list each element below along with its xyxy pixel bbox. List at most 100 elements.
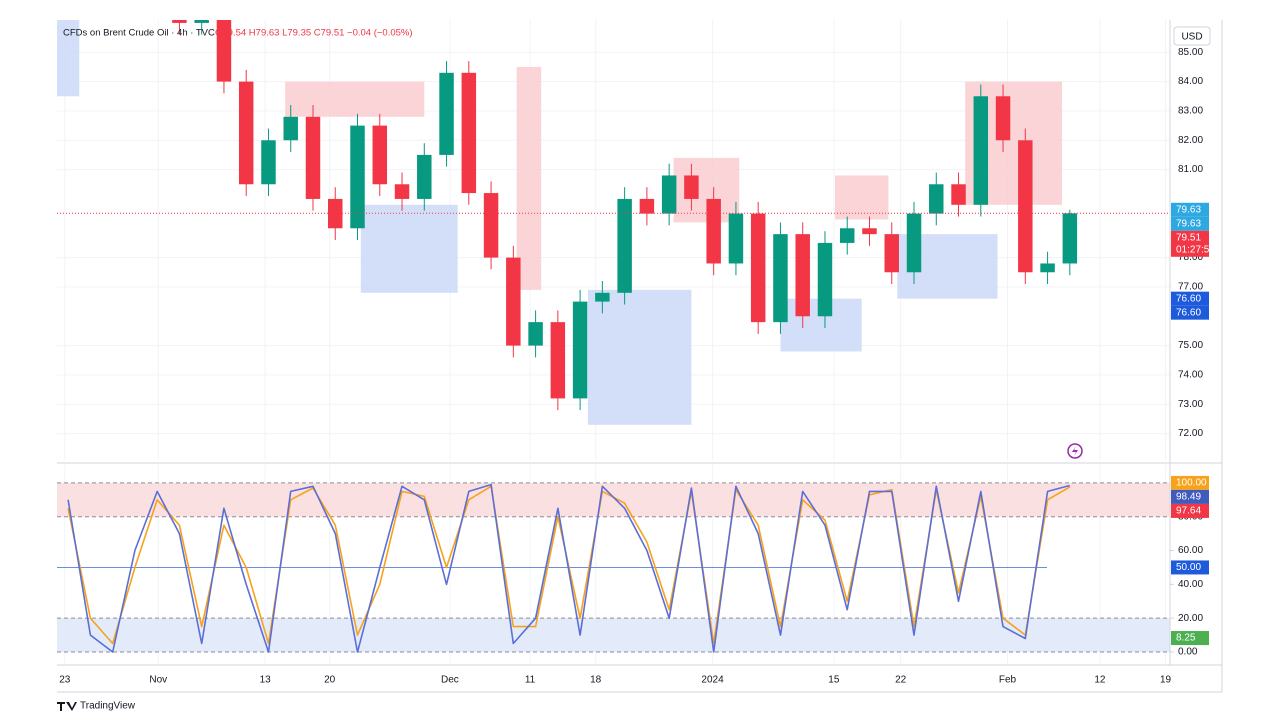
candle-body bbox=[238, 81, 254, 185]
alert-bolt bbox=[1072, 446, 1078, 456]
y-tick-label: 72.00 bbox=[1178, 428, 1203, 439]
candle-body bbox=[929, 184, 944, 214]
y-tick-label: 40.00 bbox=[1178, 579, 1203, 590]
x-tick-label: 11 bbox=[525, 675, 536, 686]
candle-body bbox=[283, 116, 298, 141]
price-badge bbox=[1171, 560, 1209, 575]
y-tick-label: 82.00 bbox=[1178, 135, 1203, 146]
currency-box[interactable] bbox=[1173, 26, 1211, 46]
band bbox=[57, 618, 1170, 652]
candle-body bbox=[773, 234, 788, 323]
candle-body bbox=[728, 213, 744, 264]
x-tick-label: Nov bbox=[149, 675, 167, 686]
price-badge-label: 8.25 bbox=[1176, 633, 1196, 644]
ohlc-info: O79.54 H79.63 L79.35 C79.51 −0.04 (−0.05… bbox=[215, 28, 413, 39]
price-badge bbox=[1171, 216, 1209, 231]
alert-icon[interactable] bbox=[1067, 443, 1083, 459]
candle-body bbox=[951, 184, 966, 205]
candle-body bbox=[973, 96, 989, 205]
x-tick-label: 13 bbox=[260, 675, 272, 686]
price-badge-label: 98.49 bbox=[1176, 492, 1201, 503]
currency: USD bbox=[1181, 32, 1202, 43]
price-badge bbox=[1171, 230, 1209, 257]
candle-body bbox=[750, 213, 766, 323]
zone bbox=[516, 66, 542, 290]
candle-body bbox=[839, 228, 855, 243]
candle-body bbox=[394, 184, 410, 199]
price-badge bbox=[1171, 489, 1209, 504]
zone bbox=[285, 81, 425, 117]
logo bbox=[57, 702, 77, 711]
price-badge bbox=[1171, 291, 1209, 306]
candle-body bbox=[995, 96, 1011, 141]
x-tick-label: 12 bbox=[1094, 675, 1106, 686]
x-tick-label: 18 bbox=[590, 675, 602, 686]
x-tick-label: 20 bbox=[324, 675, 336, 686]
candle-body bbox=[305, 116, 321, 199]
candle-body bbox=[528, 322, 543, 346]
candle-body bbox=[461, 72, 477, 194]
candle-body bbox=[817, 242, 833, 317]
x-tick-label: 23 bbox=[59, 675, 71, 686]
y-tick-label: 78.00 bbox=[1178, 252, 1203, 263]
candle-body bbox=[706, 198, 721, 264]
zone bbox=[360, 204, 458, 293]
candle-body bbox=[483, 193, 499, 258]
branding: TradingView bbox=[80, 701, 136, 712]
price-badge-label: 79.63 bbox=[1176, 218, 1201, 229]
candle-body bbox=[684, 175, 699, 199]
candle-body bbox=[550, 322, 566, 399]
candle-body bbox=[194, 20, 209, 23]
candle-body bbox=[350, 125, 365, 229]
x-tick-label: Dec bbox=[441, 675, 459, 686]
candle-body bbox=[417, 154, 432, 199]
candle-body bbox=[661, 175, 677, 214]
candle-body bbox=[372, 125, 388, 185]
price-badge-label: 97.64 bbox=[1176, 506, 1201, 517]
price-badge-label: 76.60 bbox=[1176, 307, 1201, 318]
zone bbox=[57, 20, 80, 97]
candle-body bbox=[862, 228, 877, 235]
x-tick-label: 2024 bbox=[701, 675, 724, 686]
price-badge bbox=[1171, 475, 1209, 490]
candle-body bbox=[884, 234, 899, 273]
oscillator-pane bbox=[57, 465, 1170, 665]
symbol-title: CFDs on Brent Crude Oil · 4h · TVC bbox=[63, 28, 215, 39]
y-tick-label: 75.00 bbox=[1178, 340, 1203, 351]
y-tick-label: 81.00 bbox=[1178, 164, 1203, 175]
candle-body bbox=[1018, 140, 1033, 273]
candle-body bbox=[595, 292, 610, 302]
price-badge-label: 79.63 bbox=[1176, 204, 1201, 215]
candle-body bbox=[328, 198, 343, 229]
y-tick-label: 85.00 bbox=[1178, 47, 1203, 58]
y-tick-label: 83.00 bbox=[1178, 106, 1203, 117]
zone bbox=[587, 289, 692, 425]
x-tick-label: 19 bbox=[1160, 675, 1172, 686]
candle-body bbox=[439, 72, 454, 155]
x-tick-label: Feb bbox=[999, 675, 1017, 686]
price-badge bbox=[1171, 631, 1209, 646]
y-tick-label: 74.00 bbox=[1178, 370, 1203, 381]
candle-body bbox=[216, 20, 232, 82]
price-badge bbox=[1171, 305, 1209, 320]
candle-body bbox=[906, 213, 922, 273]
candle-body bbox=[572, 301, 588, 399]
y-tick-label: 0.00 bbox=[1178, 647, 1198, 658]
y-tick-label: 84.00 bbox=[1178, 76, 1203, 87]
candle-body bbox=[795, 234, 810, 317]
candle-body bbox=[1040, 263, 1055, 273]
axes: 23 Nov 13 20 Dec 11 18 2024 15 22 Feb 12 19 85.00 84.0… bbox=[59, 47, 1215, 686]
y-tick-label: 73.00 bbox=[1178, 399, 1203, 410]
zone bbox=[834, 175, 889, 220]
candle-body bbox=[506, 257, 521, 346]
candle-body bbox=[1062, 213, 1078, 264]
candle-body bbox=[617, 198, 632, 293]
price-badge-label: 79.51 bbox=[1176, 232, 1201, 243]
y-tick-label: 20.00 bbox=[1178, 613, 1203, 624]
price-badge-label: 50.00 bbox=[1176, 562, 1201, 573]
x-tick-label: 15 bbox=[828, 675, 840, 686]
price-pane bbox=[57, 20, 1170, 460]
y-tick-label: 77.00 bbox=[1178, 282, 1203, 293]
